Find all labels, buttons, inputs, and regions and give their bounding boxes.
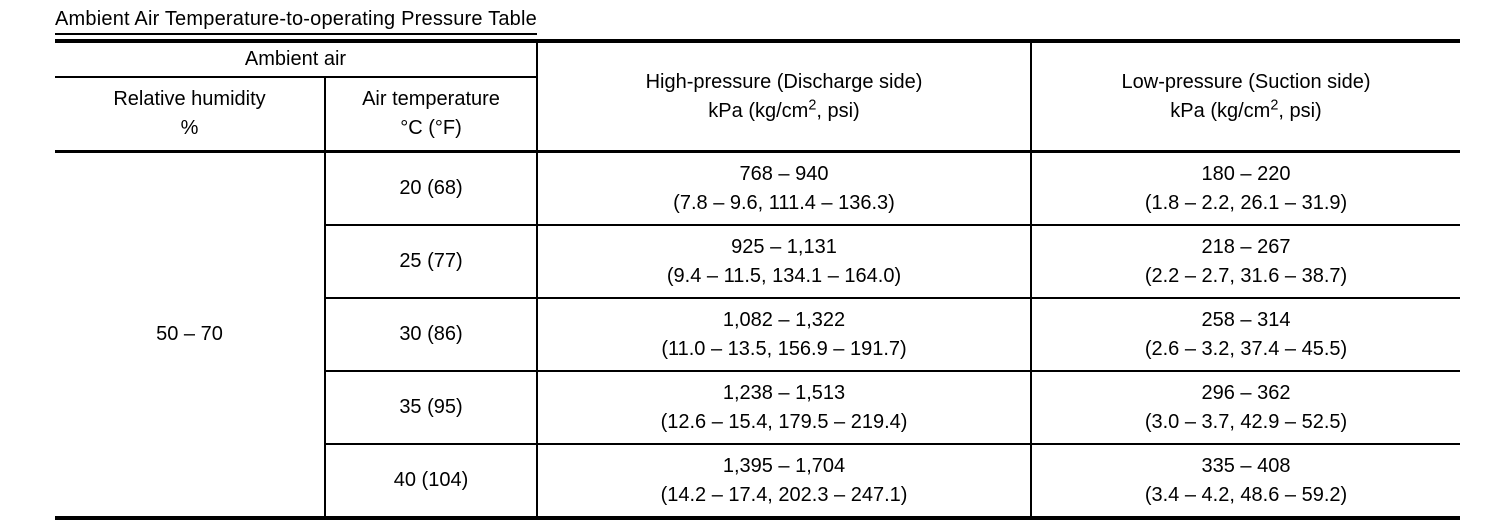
- table-row: 40 (104) 1,395 – 1,704 (14.2 – 17.4, 202…: [55, 444, 1460, 519]
- high-pressure-header-label: High-pressure (Discharge side): [645, 70, 923, 93]
- low-pressure-cell: 218 – 267 (2.2 – 2.7, 31.6 – 38.7): [1031, 225, 1460, 299]
- air-temperature-cell: 35 (95): [325, 371, 538, 445]
- low-pressure-alt-units: (3.0 – 3.7, 42.9 – 52.5): [1144, 410, 1348, 433]
- header-row-sub: Relative humidity % Air temperature °C (…: [55, 77, 1460, 153]
- ambient-air-group-header: Ambient air: [55, 41, 538, 78]
- high-pressure-alt-units: (9.4 – 11.5, 134.1 – 164.0): [666, 264, 902, 287]
- low-pressure-alt-units: (2.2 – 2.7, 31.6 – 38.7): [1144, 264, 1348, 287]
- table-row: 35 (95) 1,238 – 1,513 (12.6 – 15.4, 179.…: [55, 371, 1460, 445]
- air-temperature-header-unit: °C (°F): [400, 117, 462, 139]
- superscript-two: 2: [1270, 96, 1279, 113]
- high-pressure-cell: 1,082 – 1,322 (11.0 – 13.5, 156.9 – 191.…: [537, 298, 1032, 372]
- high-pressure-cell: 768 – 940 (7.8 – 9.6, 111.4 – 136.3): [537, 151, 1032, 226]
- high-pressure-cell: 1,395 – 1,704 (14.2 – 17.4, 202.3 – 247.…: [537, 444, 1032, 519]
- high-pressure-cell: 925 – 1,131 (9.4 – 11.5, 134.1 – 164.0): [537, 225, 1032, 299]
- high-pressure-alt-units: (11.0 – 13.5, 156.9 – 191.7): [661, 337, 907, 360]
- low-pressure-alt-units: (1.8 – 2.2, 26.1 – 31.9): [1144, 191, 1348, 214]
- page-title: Ambient Air Temperature-to-operating Pre…: [55, 7, 537, 35]
- high-pressure-kpa: 925 – 1,131: [731, 235, 837, 258]
- low-pressure-kpa: 258 – 314: [1201, 308, 1291, 331]
- table-row: 25 (77) 925 – 1,131 (9.4 – 11.5, 134.1 –…: [55, 225, 1460, 299]
- low-pressure-cell: 335 – 408 (3.4 – 4.2, 48.6 – 59.2): [1031, 444, 1460, 519]
- air-temperature-cell: 25 (77): [325, 225, 538, 299]
- relative-humidity-header-unit: %: [180, 117, 199, 139]
- low-pressure-kpa: 218 – 267: [1201, 235, 1291, 258]
- table-row: 50 – 70 20 (68) 768 – 940 (7.8 – 9.6, 11…: [55, 151, 1460, 519]
- header-row-group: Ambient air High-pressure (Discharge sid…: [55, 41, 1460, 153]
- low-pressure-kpa: 335 – 408: [1201, 454, 1291, 477]
- high-pressure-alt-units: (14.2 – 17.4, 202.3 – 247.1): [660, 483, 908, 506]
- low-pressure-alt-units: (3.4 – 4.2, 48.6 – 59.2): [1144, 483, 1348, 506]
- low-pressure-kpa: 180 – 220: [1201, 162, 1291, 185]
- table-header: Ambient air High-pressure (Discharge sid…: [55, 41, 1460, 153]
- air-temperature-cell: 20 (68): [325, 151, 538, 226]
- low-pressure-header-unit: kPa (kg/cm2, psi): [1170, 96, 1322, 122]
- table-body: 50 – 70 20 (68) 768 – 940 (7.8 – 9.6, 11…: [55, 151, 1460, 519]
- low-pressure-cell: 296 – 362 (3.0 – 3.7, 42.9 – 52.5): [1031, 371, 1460, 445]
- low-pressure-cell: 258 – 314 (2.6 – 3.2, 37.4 – 45.5): [1031, 298, 1460, 372]
- high-pressure-kpa: 1,395 – 1,704: [722, 454, 846, 477]
- high-pressure-header-unit: kPa (kg/cm2, psi): [708, 96, 860, 122]
- high-pressure-kpa: 768 – 940: [739, 162, 829, 185]
- low-pressure-kpa: 296 – 362: [1201, 381, 1291, 404]
- page: Ambient Air Temperature-to-operating Pre…: [55, 7, 1460, 520]
- relative-humidity-header-label: Relative humidity: [113, 88, 266, 110]
- low-pressure-cell: 180 – 220 (1.8 – 2.2, 26.1 – 31.9): [1031, 151, 1460, 226]
- high-pressure-kpa: 1,082 – 1,322: [722, 308, 846, 331]
- table-row: 30 (86) 1,082 – 1,322 (11.0 – 13.5, 156.…: [55, 298, 1460, 372]
- relative-humidity-header: Relative humidity %: [55, 77, 326, 153]
- high-pressure-cell: 1,238 – 1,513 (12.6 – 15.4, 179.5 – 219.…: [537, 371, 1032, 445]
- superscript-two: 2: [808, 96, 817, 113]
- pressure-table: Ambient air High-pressure (Discharge sid…: [55, 39, 1460, 520]
- air-temperature-header-label: Air temperature: [362, 88, 500, 110]
- high-pressure-alt-units: (12.6 – 15.4, 179.5 – 219.4): [660, 410, 908, 433]
- air-temperature-header: Air temperature °C (°F): [325, 77, 538, 153]
- low-pressure-header: Low-pressure (Suction side) kPa (kg/cm2,…: [1031, 41, 1460, 153]
- air-temperature-cell: 40 (104): [325, 444, 538, 519]
- high-pressure-alt-units: (7.8 – 9.6, 111.4 – 136.3): [673, 191, 895, 214]
- low-pressure-alt-units: (2.6 – 3.2, 37.4 – 45.5): [1144, 337, 1348, 360]
- air-temperature-cell: 30 (86): [325, 298, 538, 372]
- high-pressure-header: High-pressure (Discharge side) kPa (kg/c…: [537, 41, 1032, 153]
- low-pressure-header-label: Low-pressure (Suction side): [1121, 70, 1371, 93]
- high-pressure-kpa: 1,238 – 1,513: [722, 381, 846, 404]
- relative-humidity-value-cell: 50 – 70: [55, 151, 326, 519]
